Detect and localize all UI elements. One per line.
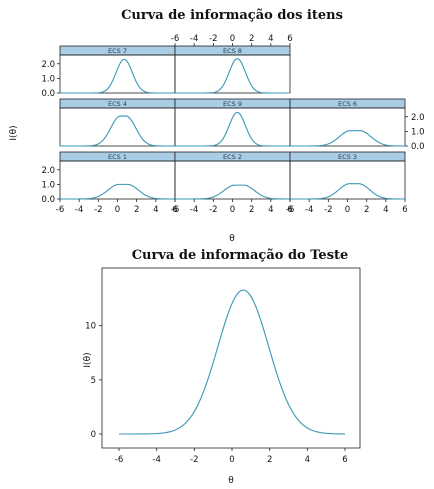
x-tick-label: -4 (75, 205, 83, 215)
panel-frame (174, 107, 291, 147)
x-tick-label: -2 (209, 34, 217, 44)
x-tick-label: -4 (305, 205, 313, 215)
bottom-chart-xlabel: θ (228, 476, 234, 486)
test-information-curve (119, 289, 346, 435)
x-tick-label: 6 (402, 205, 407, 215)
y-tick-label: 0 (91, 430, 96, 440)
x-tick-label: 6 (342, 455, 347, 465)
panel-curve (290, 183, 405, 200)
panel-strip-label: ECS 7 (108, 47, 127, 55)
top-chart-xlabel: θ (229, 234, 235, 244)
y-tick-label: 1.0 (41, 180, 55, 190)
panel-curve (175, 58, 290, 94)
item-information-chart: ECS 7 ECS 8 ECS 4 ECS 9 ECS 6 ECS 1 ECS 2 ECS 3… (41, 34, 424, 215)
panel-strip-label: ECS 8 (223, 47, 242, 55)
panel-ecs-1: ECS 1 (59, 151, 176, 200)
y-tick-label: 2.0 (41, 166, 55, 176)
x-tick-label: 0 (229, 455, 234, 465)
panel-frame (289, 107, 406, 147)
x-tick-label: -4 (190, 34, 198, 44)
x-tick-label: 0 (230, 205, 235, 215)
panel-ecs-3: ECS 3 (289, 151, 406, 200)
x-tick-label: 6 (287, 34, 292, 44)
plot-frame (101, 267, 361, 449)
x-tick-label: 4 (383, 205, 388, 215)
y-tick-label: 1.0 (411, 127, 425, 137)
panel-ecs-9: ECS 9 (174, 98, 291, 147)
panel-ecs-6: ECS 6 (289, 98, 406, 147)
panel-curve (175, 184, 290, 200)
x-tick-label: -2 (209, 205, 217, 215)
x-tick-label: -6 (115, 455, 123, 465)
panel-curve (60, 115, 175, 147)
panel-ecs-7: ECS 7 (59, 45, 176, 94)
x-tick-label: 4 (268, 34, 273, 44)
x-tick-label: 4 (305, 455, 310, 465)
x-tick-label: -2 (324, 205, 332, 215)
panel-strip-label: ECS 1 (108, 153, 127, 161)
panel-strip-label: ECS 9 (223, 100, 242, 108)
x-tick-label: -2 (190, 455, 198, 465)
x-tick-label: -6 (286, 205, 294, 215)
x-tick-label: -6 (171, 34, 179, 44)
x-tick-label: 6 (172, 205, 177, 215)
x-tick-label: 0 (115, 205, 120, 215)
panel-ecs-2: ECS 2 (174, 151, 291, 200)
panel-strip-label: ECS 4 (108, 100, 127, 108)
x-tick-label: -2 (94, 205, 102, 215)
y-tick-label: 1.0 (41, 74, 55, 84)
y-tick-label: 0.0 (41, 89, 55, 99)
bottom-chart-title: Curva de informação do Teste (132, 248, 349, 263)
x-tick-label: -6 (56, 205, 64, 215)
top-chart-ylabel: I(θ) (9, 125, 19, 140)
x-tick-label: 6 (287, 205, 292, 215)
x-tick-label: -4 (152, 455, 160, 465)
y-tick-label: 0.0 (41, 195, 55, 205)
panel-frame (59, 107, 176, 147)
x-tick-label: 0 (345, 205, 350, 215)
panel-curve (290, 130, 406, 147)
x-tick-label: -6 (171, 205, 179, 215)
x-tick-label: 4 (153, 205, 158, 215)
x-tick-label: 2 (267, 455, 272, 465)
x-tick-label: 2 (134, 205, 139, 215)
panel-ecs-8: ECS 8 (174, 45, 291, 94)
panel-frame (289, 160, 406, 200)
x-tick-label: 0 (230, 34, 235, 44)
panel-strip-label: ECS 3 (338, 153, 357, 161)
y-tick-label: 2.0 (41, 60, 55, 70)
panel-frame (174, 54, 291, 94)
panel-strip-label: ECS 6 (338, 100, 357, 108)
panel-strip-label: ECS 2 (223, 153, 242, 161)
x-tick-label: 2 (364, 205, 369, 215)
panel-curve (60, 183, 175, 200)
x-tick-label: 4 (268, 205, 273, 215)
y-tick-label: 0.0 (411, 142, 425, 152)
panel-frame (174, 160, 291, 200)
x-tick-label: 2 (249, 205, 254, 215)
x-tick-label: -4 (190, 205, 198, 215)
x-tick-label: 2 (249, 34, 254, 44)
panel-frame (59, 160, 176, 200)
panel-curve (60, 58, 175, 94)
panel-ecs-4: ECS 4 (59, 98, 176, 147)
y-tick-label: 10 (85, 322, 96, 332)
y-tick-label: 2.0 (411, 113, 425, 123)
bottom-chart-ylabel: I(θ) (83, 352, 93, 367)
y-tick-label: 5 (91, 376, 96, 386)
test-information-chart: -6 -4 -2 0 2 4 6 0 5 10 (85, 267, 361, 465)
panel-curve (175, 111, 290, 147)
panel-frame (59, 54, 176, 94)
top-chart-title: Curva de informação dos itens (121, 8, 343, 23)
